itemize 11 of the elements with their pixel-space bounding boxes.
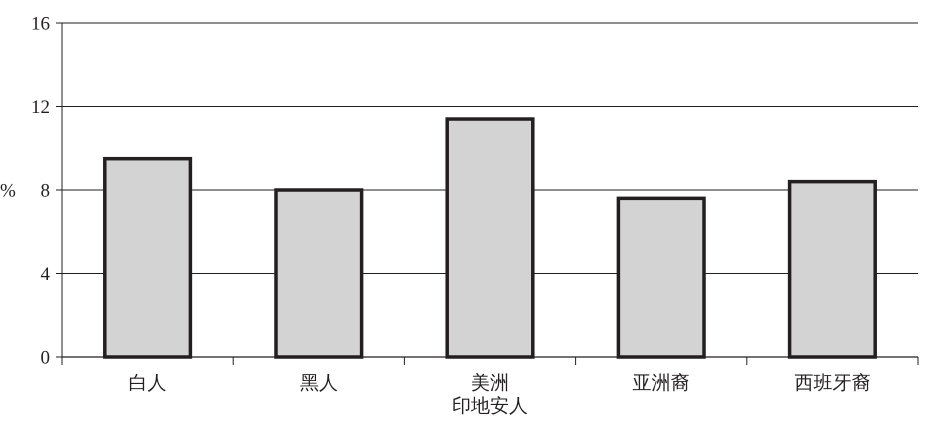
x-tick-label: 亚洲裔 — [632, 372, 690, 394]
y-tick-label: 8 — [40, 180, 50, 202]
y-tick-label: 4 — [40, 264, 50, 286]
x-tick-label: 黑人 — [300, 373, 338, 394]
y-tick-label: 0 — [40, 348, 50, 369]
x-tick-label: 白人 — [128, 373, 167, 394]
y-axis-title: % — [0, 180, 16, 202]
y-tick-label: 12 — [31, 97, 50, 118]
x-tick-label: 美洲印地安人 — [452, 372, 528, 417]
x-tick-label: 西班牙裔 — [794, 372, 870, 394]
y-tick-label: 16 — [31, 14, 50, 35]
